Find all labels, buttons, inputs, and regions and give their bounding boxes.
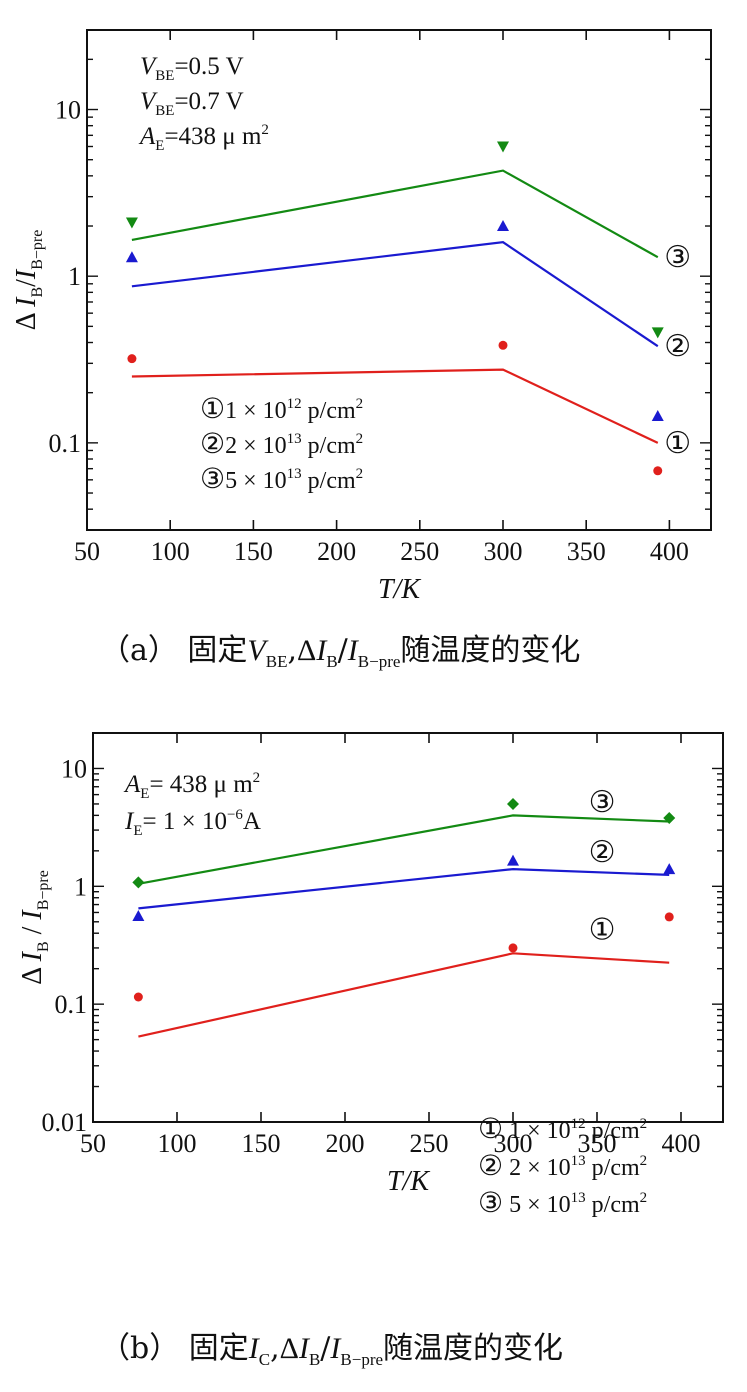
legend-entry: ③5 × 1013 p/cm2: [200, 464, 363, 495]
legend-entry: ② 2 × 1013 p/cm2: [478, 1151, 647, 1182]
x-tick-label: 50: [74, 537, 100, 566]
data-point-3: [663, 811, 676, 824]
data-point-1: [653, 466, 663, 476]
legend-entry: ③ 5 × 1013 p/cm2: [478, 1188, 647, 1219]
x-tick-label: 400: [662, 1129, 701, 1158]
curve-label: ②: [589, 836, 616, 869]
x-tick-label: 100: [158, 1129, 197, 1158]
plot-frame: [86, 29, 712, 531]
y-tick-label: 0.1: [49, 429, 82, 458]
annotation: AE=438 μ m2: [138, 122, 269, 154]
data-point-1: [498, 340, 508, 350]
data-point-2: [651, 409, 664, 421]
series-line-1: [138, 952, 670, 1038]
curve-label: ①: [589, 914, 616, 947]
chart-panel-a: 50 100 150 200 250 300 350 400 0.1 1 10 T/K Δ IB/IB−…: [11, 29, 712, 605]
annotation: VBE=0.7 V: [140, 88, 244, 119]
series-line-3: [138, 814, 670, 885]
data-point-3: [651, 327, 664, 339]
x-axis-title: T/K: [387, 1166, 430, 1197]
data-point-2: [125, 251, 138, 263]
data-point-1: [127, 354, 137, 364]
y-tick-label: 1: [68, 262, 81, 291]
data-point-2: [497, 220, 509, 232]
x-tick-label: 50: [80, 1129, 106, 1158]
series-line-2: [131, 241, 659, 348]
data-point-3: [497, 141, 509, 153]
data-point-3: [507, 797, 519, 810]
curve-label: ①: [664, 427, 691, 460]
x-tick-label: 300: [494, 1129, 533, 1158]
series-line-3: [131, 169, 659, 259]
x-tick-label: 100: [151, 537, 190, 566]
curve-label: ③: [589, 786, 616, 819]
legend-entry: ②2 × 1013 p/cm2: [200, 429, 363, 460]
annotation: VBE=0.5 V: [140, 53, 244, 84]
data-point-2: [507, 854, 519, 866]
data-point-1: [133, 992, 143, 1002]
curve-label: ②: [664, 330, 691, 363]
figure-caption-a: （a） 固定VBE,ΔIB/IB−pre随温度的变化: [100, 633, 580, 671]
annotation: AE= 438 μ m2: [123, 770, 260, 802]
plot-frame: [92, 732, 724, 1123]
y-tick-label: 10: [61, 754, 87, 783]
x-tick-label: 200: [326, 1129, 365, 1158]
y-axis-title: Δ IB/IB−pre: [11, 230, 46, 331]
data-point-3: [125, 217, 138, 229]
x-tick-label: 250: [410, 1129, 449, 1158]
y-tick-label: 0.01: [42, 1108, 88, 1137]
y-tick-label: 0.1: [55, 990, 88, 1019]
y-tick-label: 1: [74, 872, 87, 901]
data-point-1: [508, 943, 518, 953]
chart-panel-b: 50 100 150 200 250 300 350 400 0.01 0.1 1 10 T/K Δ IB…: [17, 732, 724, 1219]
x-tick-label: 150: [242, 1129, 281, 1158]
curve-label: ③: [664, 241, 691, 274]
series-line-1: [131, 368, 659, 444]
x-tick-label: 300: [484, 537, 523, 566]
series-line-2: [138, 867, 670, 910]
figure-caption-b: （b） 固定IC,ΔIB/IB−pre随温度的变化: [100, 1331, 563, 1369]
legend-entry: ① 1 × 1012 p/cm2: [478, 1114, 647, 1145]
x-tick-label: 350: [567, 537, 606, 566]
data-point-2: [663, 863, 676, 875]
x-axis-title: T/K: [378, 574, 421, 605]
x-tick-label: 150: [234, 537, 273, 566]
x-tick-label: 250: [400, 537, 439, 566]
data-point-1: [664, 912, 674, 922]
x-tick-label: 350: [578, 1129, 617, 1158]
data-point-3: [132, 876, 145, 889]
y-axis-title: Δ IB / IB−pre: [17, 870, 52, 985]
data-point-2: [132, 909, 145, 921]
x-tick-label: 200: [317, 537, 356, 566]
legend-entry: ①1 × 1012 p/cm2: [200, 394, 363, 425]
annotation: IE= 1 × 10−6A: [124, 807, 261, 839]
y-tick-label: 10: [55, 96, 81, 125]
x-tick-label: 400: [650, 537, 689, 566]
